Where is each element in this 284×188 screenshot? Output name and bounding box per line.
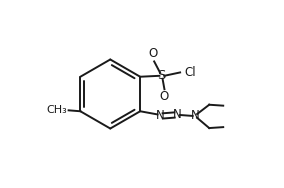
- Text: S: S: [157, 69, 166, 82]
- Text: O: O: [149, 48, 158, 61]
- Text: O: O: [160, 90, 169, 103]
- Text: N: N: [191, 109, 200, 122]
- Text: N: N: [155, 109, 164, 122]
- Text: CH₃: CH₃: [46, 105, 67, 115]
- Text: N: N: [173, 108, 182, 121]
- Text: Cl: Cl: [185, 66, 196, 79]
